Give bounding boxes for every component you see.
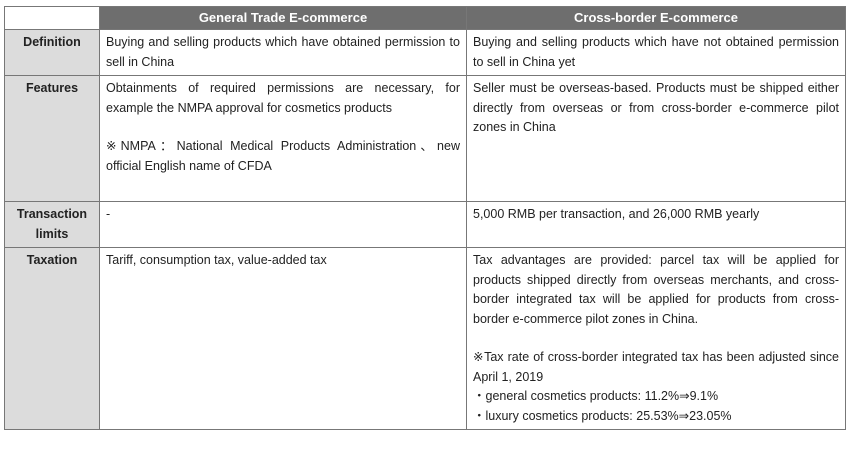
- cell-definition-general: Buying and selling products which have o…: [99, 29, 467, 76]
- table-row: Taxation Tariff, consumption tax, value-…: [4, 247, 846, 430]
- row-label-taxation: Taxation: [4, 247, 100, 430]
- cell-features-general: Obtainments of required permissions are …: [99, 75, 467, 202]
- cell-taxation-general: Tariff, consumption tax, value-added tax: [99, 247, 467, 430]
- bullet-luxury-cosmetics: ・luxury cosmetics products: 25.53%⇒23.05…: [473, 408, 732, 423]
- bullet-general-cosmetics: ・general cosmetics products: 11.2%⇒9.1%: [473, 389, 719, 403]
- row-label-definition: Definition: [4, 29, 100, 76]
- cell-limits-cross: 5,000 RMB per transaction, and 26,000 RM…: [466, 201, 846, 248]
- taxation-cross-text: Tax advantages are provided: parcel tax …: [473, 253, 839, 326]
- cell-limits-general: -: [99, 201, 467, 248]
- cell-definition-cross: Buying and selling products which have n…: [466, 29, 846, 76]
- comparison-table: General Trade E-commerce Cross-border E-…: [4, 6, 846, 430]
- header-cross-border: Cross-border E-commerce: [466, 6, 846, 30]
- header-row: General Trade E-commerce Cross-border E-…: [4, 6, 846, 30]
- row-label-features: Features: [4, 75, 100, 202]
- nmpa-note: ※NMPA：National Medical Products Administ…: [106, 139, 460, 173]
- tax-rate-note: ※Tax rate of cross-border integrated tax…: [473, 350, 839, 384]
- table-row: Features Obtainments of required permiss…: [4, 75, 846, 202]
- row-label-transaction-limits: Transaction limits: [4, 201, 100, 248]
- table-row: Definition Buying and selling products w…: [4, 29, 846, 76]
- features-general-text: Obtainments of required permissions are …: [106, 81, 460, 115]
- corner-cell: [4, 6, 100, 30]
- cell-taxation-cross: Tax advantages are provided: parcel tax …: [466, 247, 846, 430]
- table-row: Transaction limits - 5,000 RMB per trans…: [4, 201, 846, 248]
- cell-features-cross: Seller must be overseas-based. Products …: [466, 75, 846, 202]
- header-general-trade: General Trade E-commerce: [99, 6, 467, 30]
